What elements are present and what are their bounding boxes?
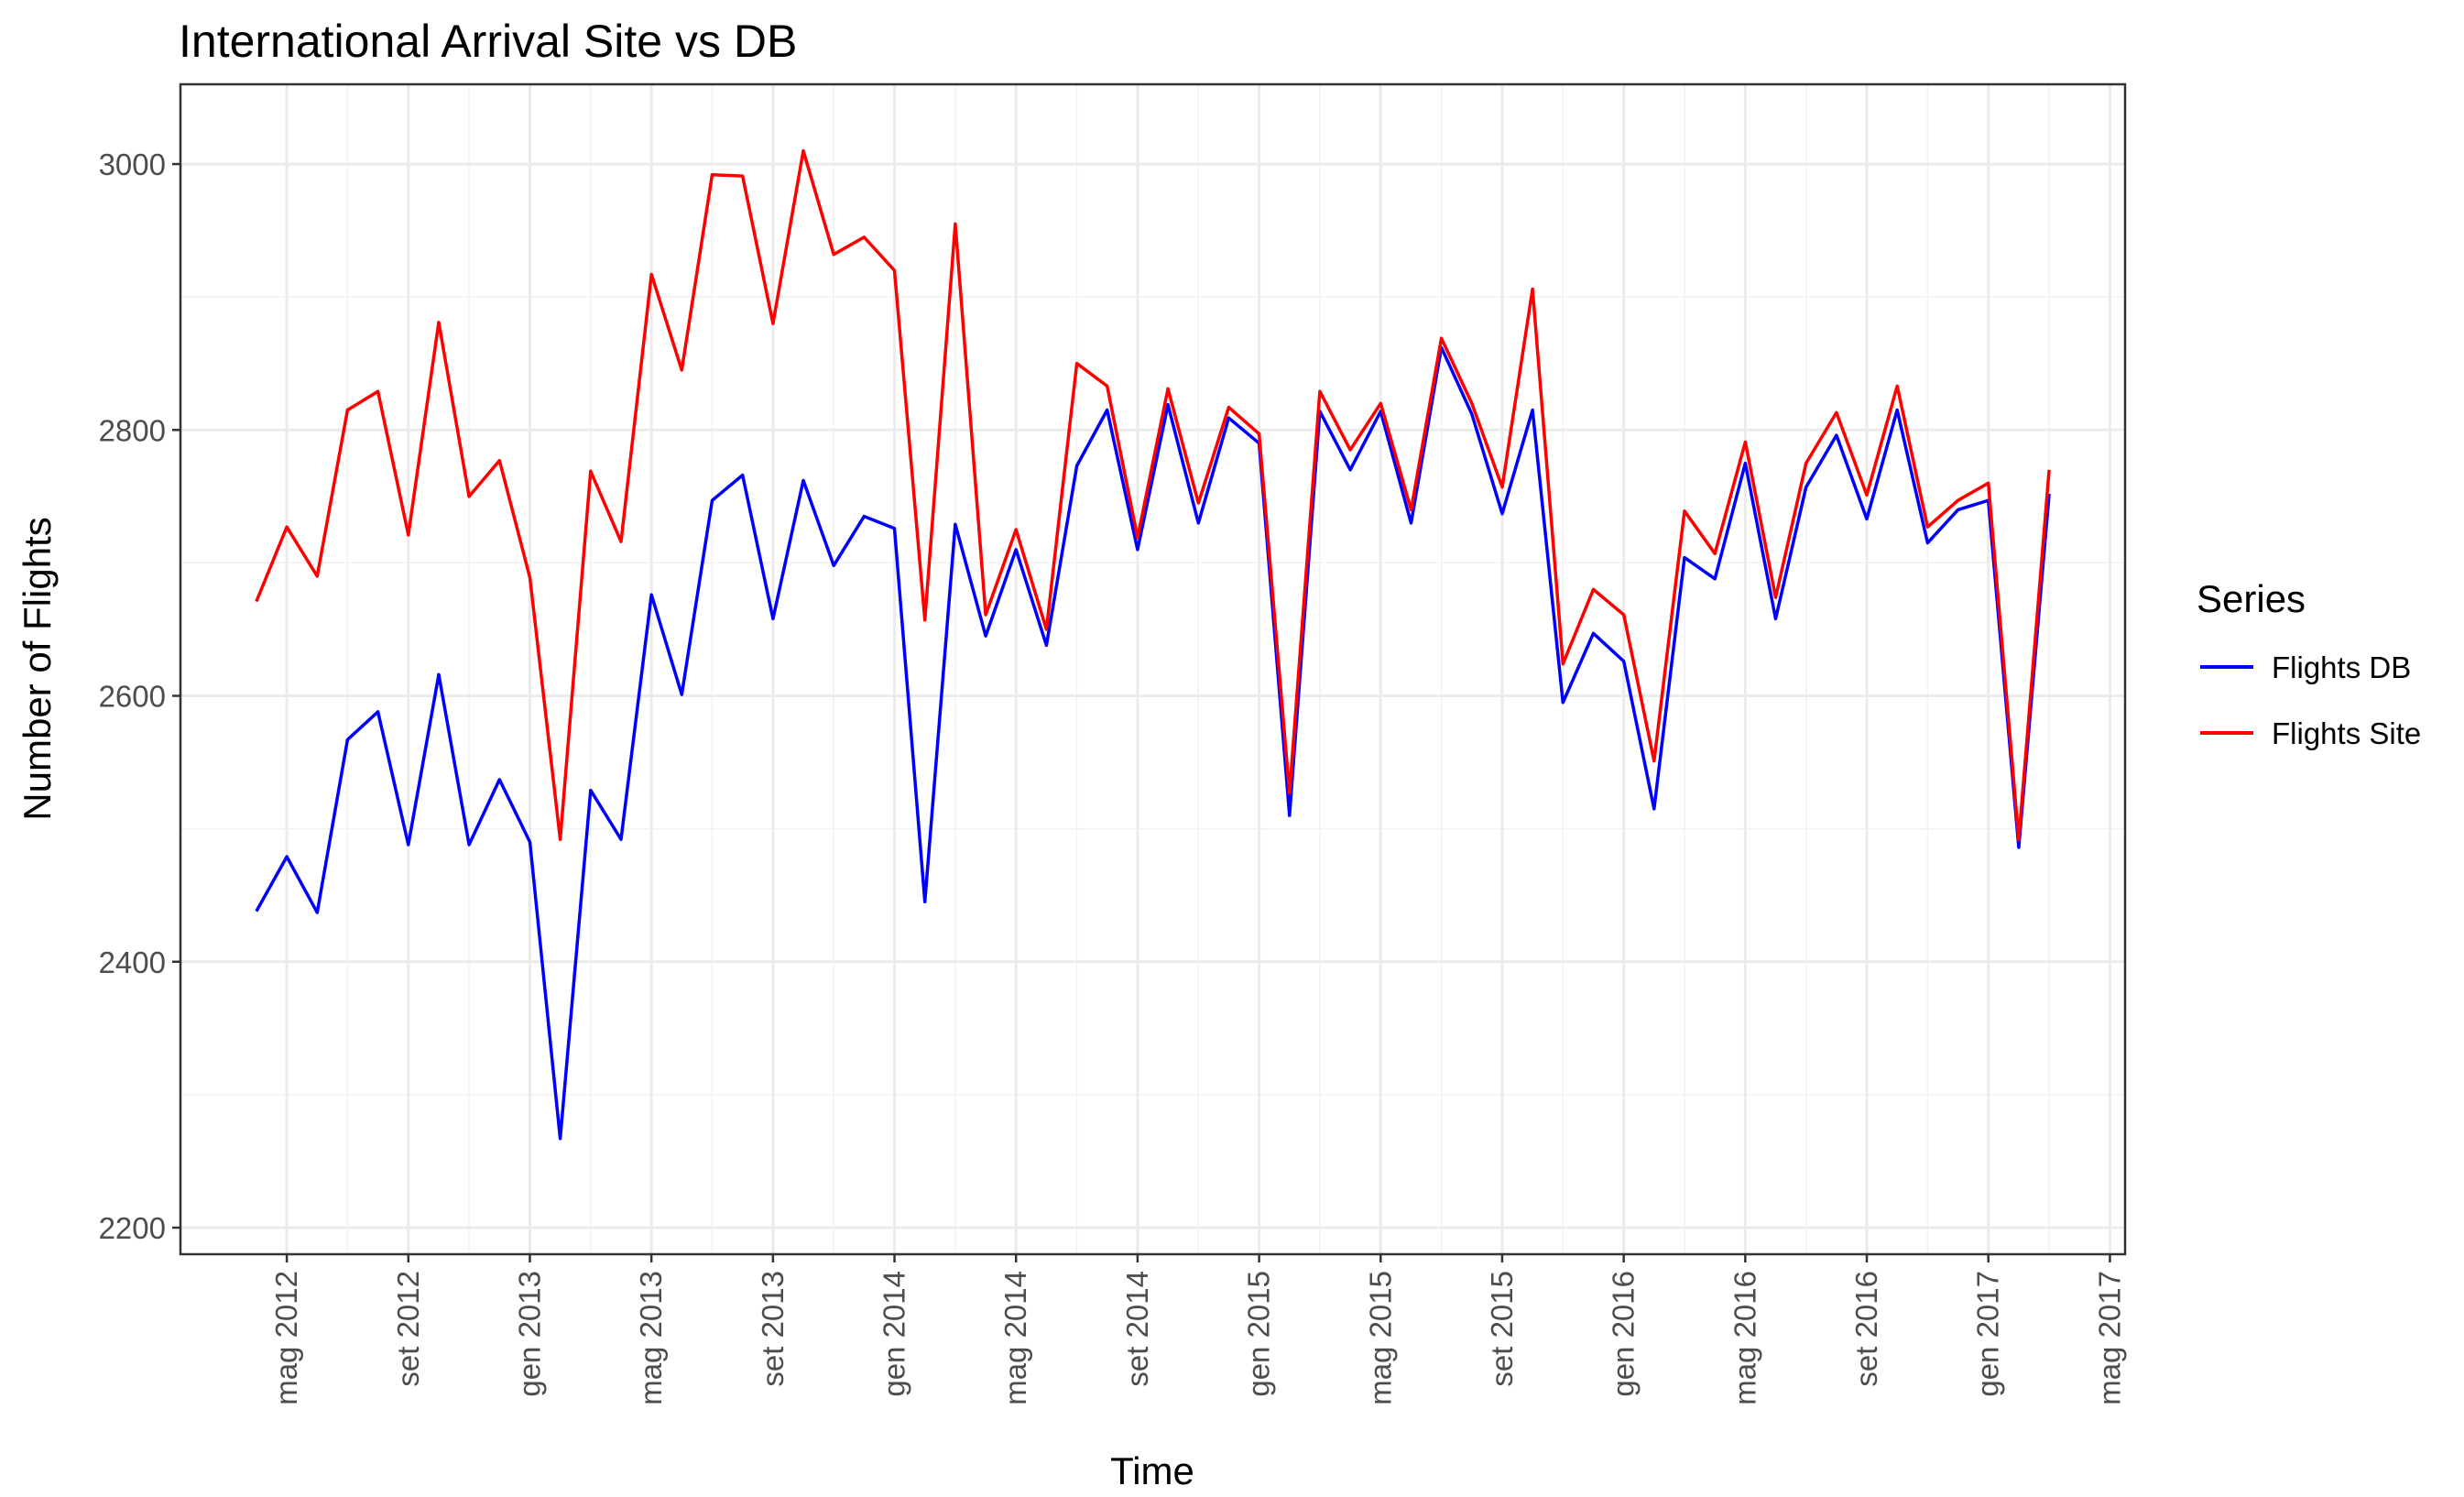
x-tick-label: set 2012 [391, 1271, 425, 1387]
x-tick-label: gen 2016 [1607, 1271, 1641, 1397]
x-tick-label: gen 2013 [512, 1271, 546, 1397]
x-tick-label: mag 2013 [634, 1271, 668, 1405]
y-axis-title: Number of Flights [16, 517, 59, 820]
legend-label: Flights Site [2272, 716, 2421, 750]
y-tick-label: 2200 [99, 1211, 166, 1245]
y-tick-label: 2400 [99, 945, 166, 979]
series-line-flights-site [255, 148, 2051, 841]
x-tick-label: set 2013 [756, 1271, 790, 1387]
grid [180, 84, 2125, 1254]
y-tick-label: 2600 [99, 680, 166, 714]
y-tick-label: 3000 [99, 148, 166, 181]
y-axis: 2200 2400 2600 2800 3000 [99, 148, 180, 1245]
plot-border [179, 82, 2127, 1256]
legend-title: Series [2197, 577, 2306, 620]
x-tick-label: gen 2014 [878, 1271, 911, 1397]
series-line-flights-db [255, 345, 2051, 1141]
x-tick-label: gen 2015 [1242, 1271, 1276, 1397]
x-tick-label: gen 2017 [1971, 1271, 2005, 1397]
y-tick-label: 2800 [99, 413, 166, 447]
legend-label: Flights DB [2272, 650, 2411, 684]
x-tick-label: set 2015 [1485, 1271, 1519, 1387]
x-tick-label: mag 2016 [1728, 1271, 1761, 1405]
x-tick-label: set 2014 [1120, 1271, 1154, 1387]
chart-title: International Arrival Site vs DB [179, 16, 797, 67]
series-layer [255, 148, 2051, 1141]
x-tick-label: set 2016 [1849, 1271, 1883, 1387]
x-axis: mag 2012 set 2012 gen 2013 mag 2013 set 2013… [269, 1254, 2126, 1405]
x-axis-title: Time [1110, 1449, 1194, 1492]
x-tick-label: mag 2017 [2092, 1271, 2126, 1405]
x-tick-label: mag 2015 [1363, 1271, 1397, 1405]
x-tick-label: mag 2012 [269, 1271, 303, 1405]
legend: Series Flights DB Flights Site [2197, 577, 2421, 750]
x-tick-label: mag 2014 [998, 1271, 1032, 1405]
